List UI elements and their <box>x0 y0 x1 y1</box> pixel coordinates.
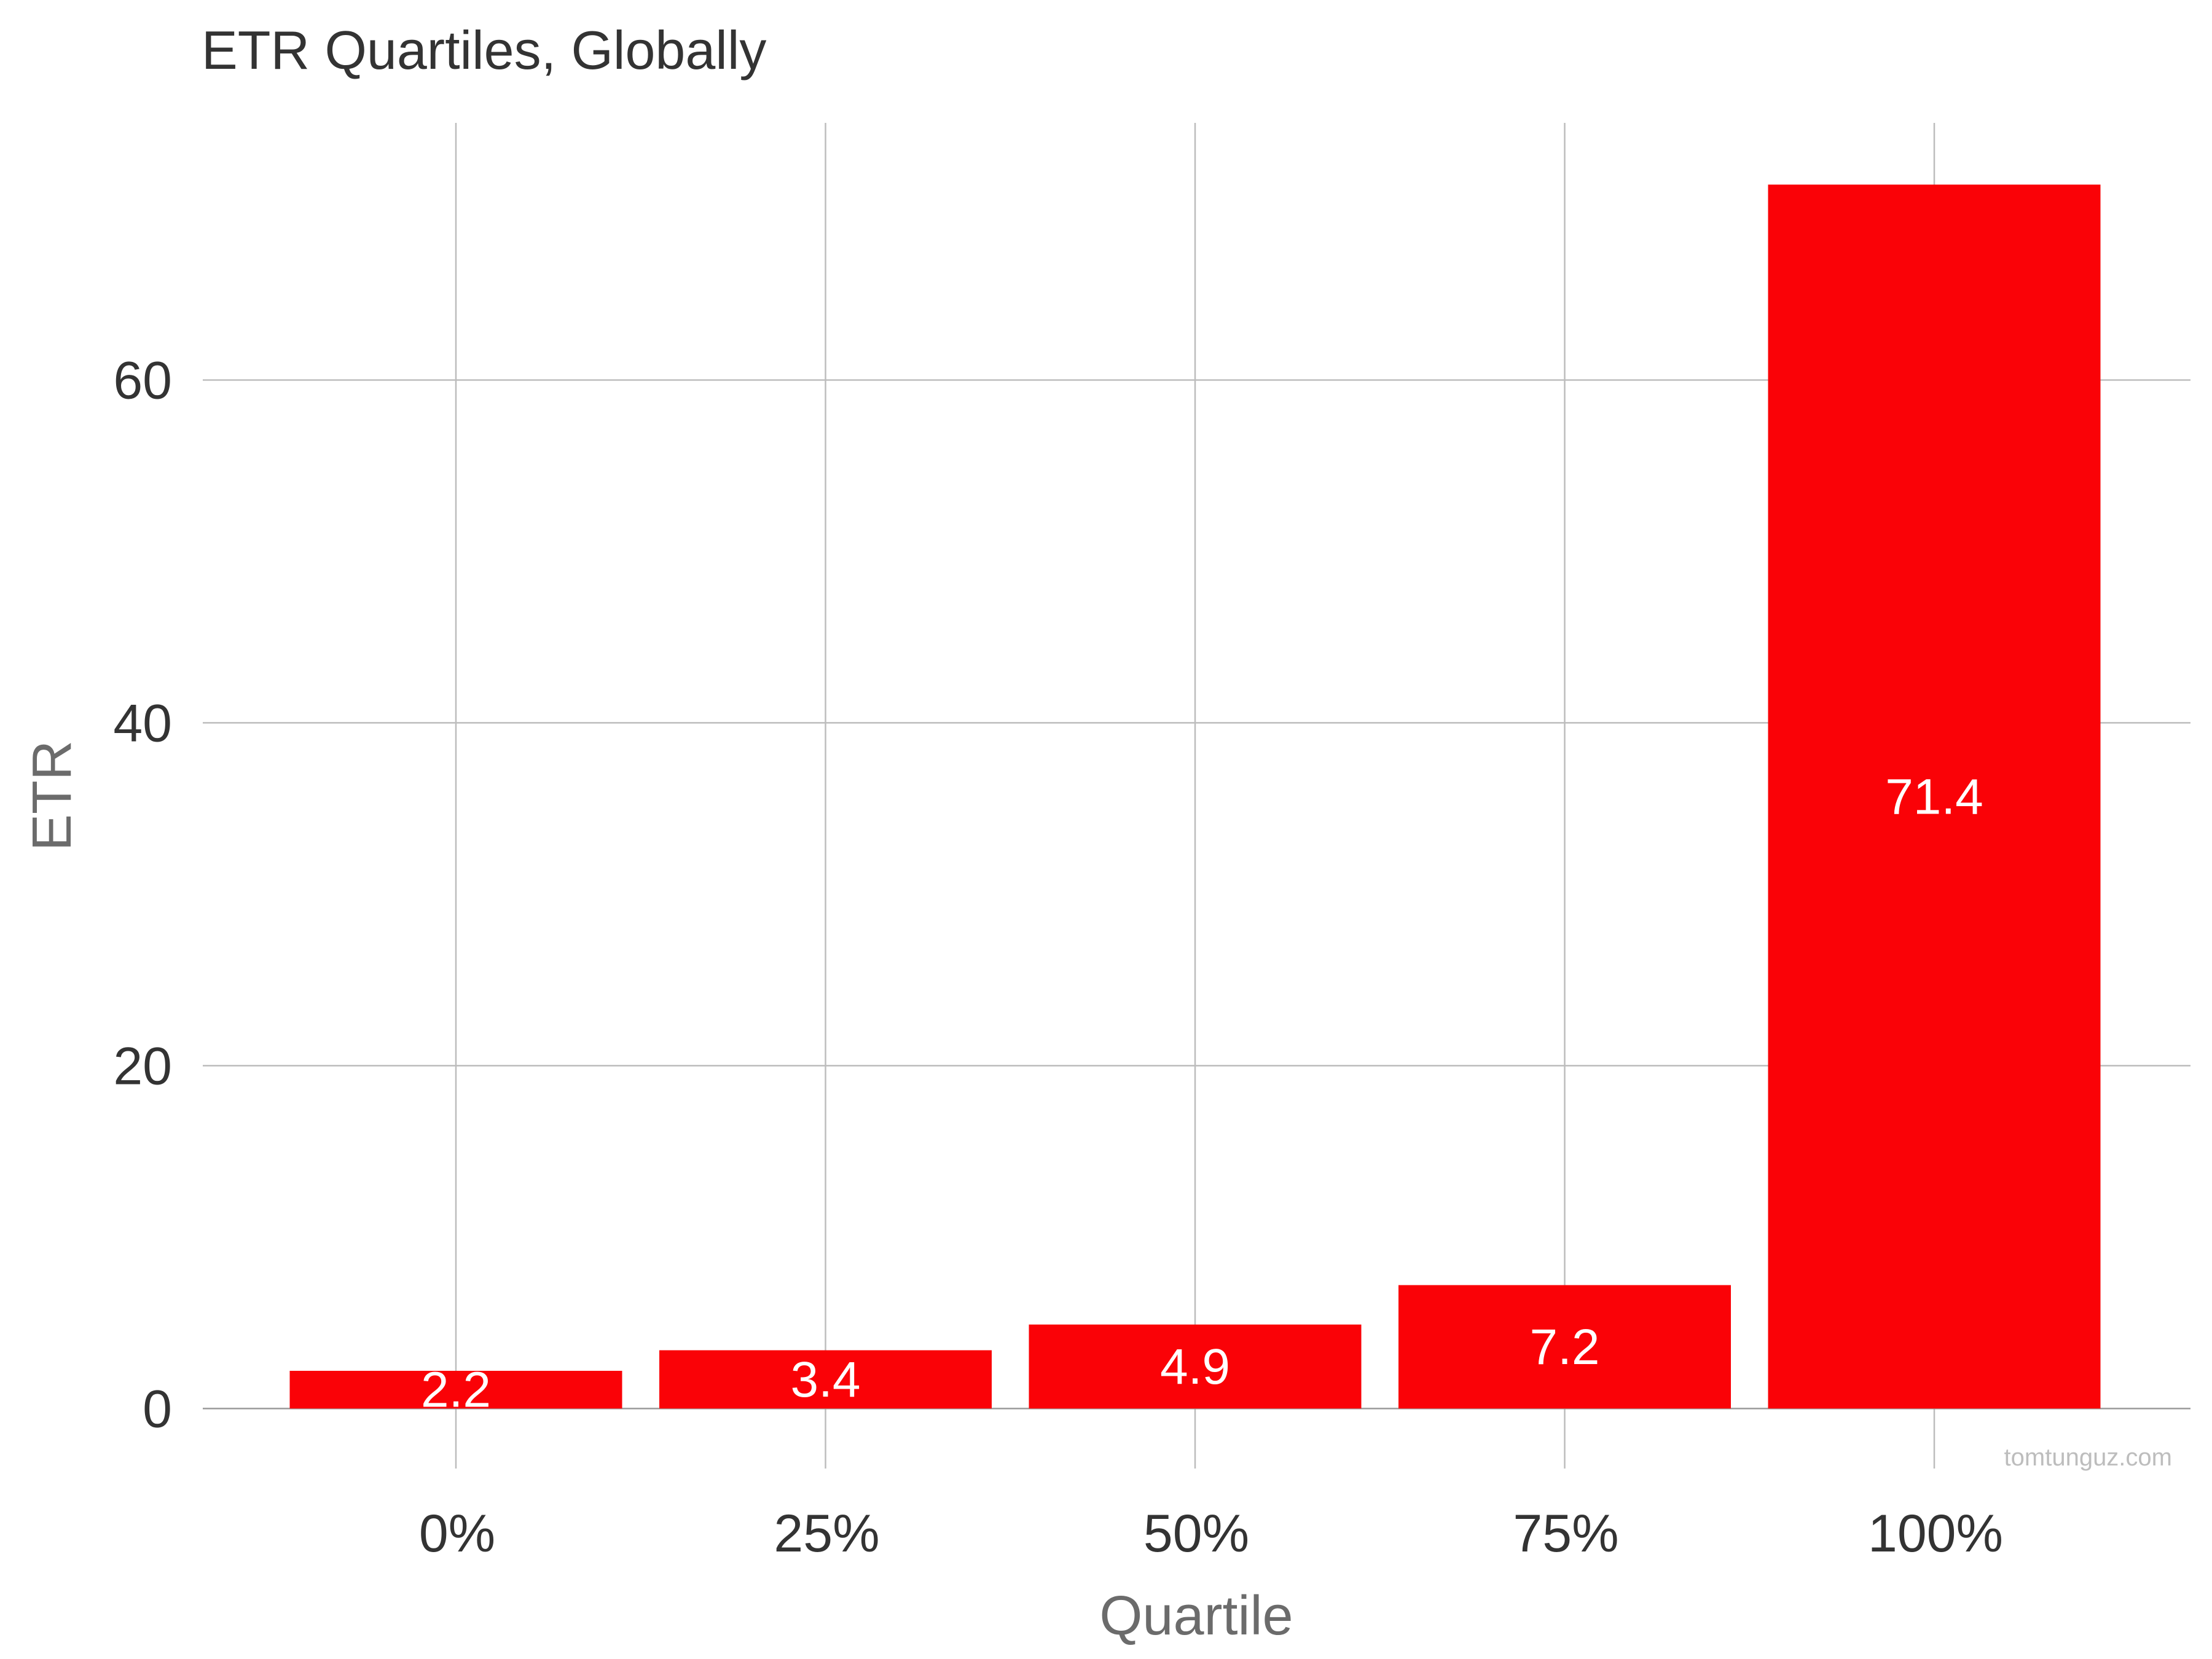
x-tick-labels: 0% 25% 50% 75% 100% <box>419 1504 2003 1563</box>
bars <box>289 184 2101 1409</box>
bar-value-label: 71.4 <box>1885 769 1983 825</box>
bar-labels: 2.2 3.4 4.9 7.2 71.4 <box>421 769 1983 1418</box>
y-tick-label: 60 <box>113 351 172 410</box>
x-tick-label: 75% <box>1513 1504 1618 1563</box>
bar <box>1768 184 2101 1409</box>
bar <box>289 1370 622 1409</box>
chart-title: ETR Quartiles, Globally <box>202 20 766 80</box>
y-axis-title: ETR <box>22 740 83 851</box>
bar-value-label: 2.2 <box>421 1362 491 1418</box>
y-tick-label: 0 <box>143 1379 172 1438</box>
x-tick-label: 0% <box>419 1504 495 1563</box>
bar <box>1398 1285 1731 1409</box>
bar <box>1029 1324 1362 1409</box>
y-tick-labels: 0 20 40 60 <box>113 351 172 1438</box>
bar-value-label: 4.9 <box>1160 1339 1230 1395</box>
x-tick-label: 100% <box>1868 1504 2003 1563</box>
y-tick-label: 40 <box>113 694 172 753</box>
x-axis-title: Quartile <box>1099 1585 1293 1647</box>
watermark: tomtunguz.com <box>2004 1444 2172 1471</box>
x-tick-label: 50% <box>1143 1504 1249 1563</box>
y-tick-label: 20 <box>113 1037 172 1096</box>
x-tick-label: 25% <box>774 1504 879 1563</box>
bar-value-label: 3.4 <box>791 1352 861 1408</box>
bar <box>659 1350 992 1409</box>
bar-value-label: 7.2 <box>1530 1319 1600 1375</box>
